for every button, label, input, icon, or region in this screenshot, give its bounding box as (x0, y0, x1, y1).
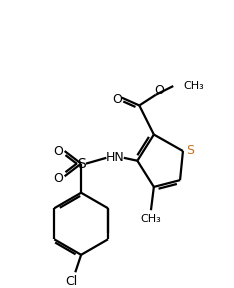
Text: O: O (112, 93, 122, 106)
Text: O: O (53, 172, 63, 185)
Text: O: O (53, 145, 63, 158)
Text: CH₃: CH₃ (141, 214, 161, 224)
Text: CH₃: CH₃ (183, 81, 204, 91)
Text: S: S (186, 143, 194, 157)
Text: S: S (77, 157, 85, 171)
Text: HN: HN (106, 151, 124, 164)
Text: Cl: Cl (65, 274, 77, 287)
Text: O: O (154, 84, 164, 97)
